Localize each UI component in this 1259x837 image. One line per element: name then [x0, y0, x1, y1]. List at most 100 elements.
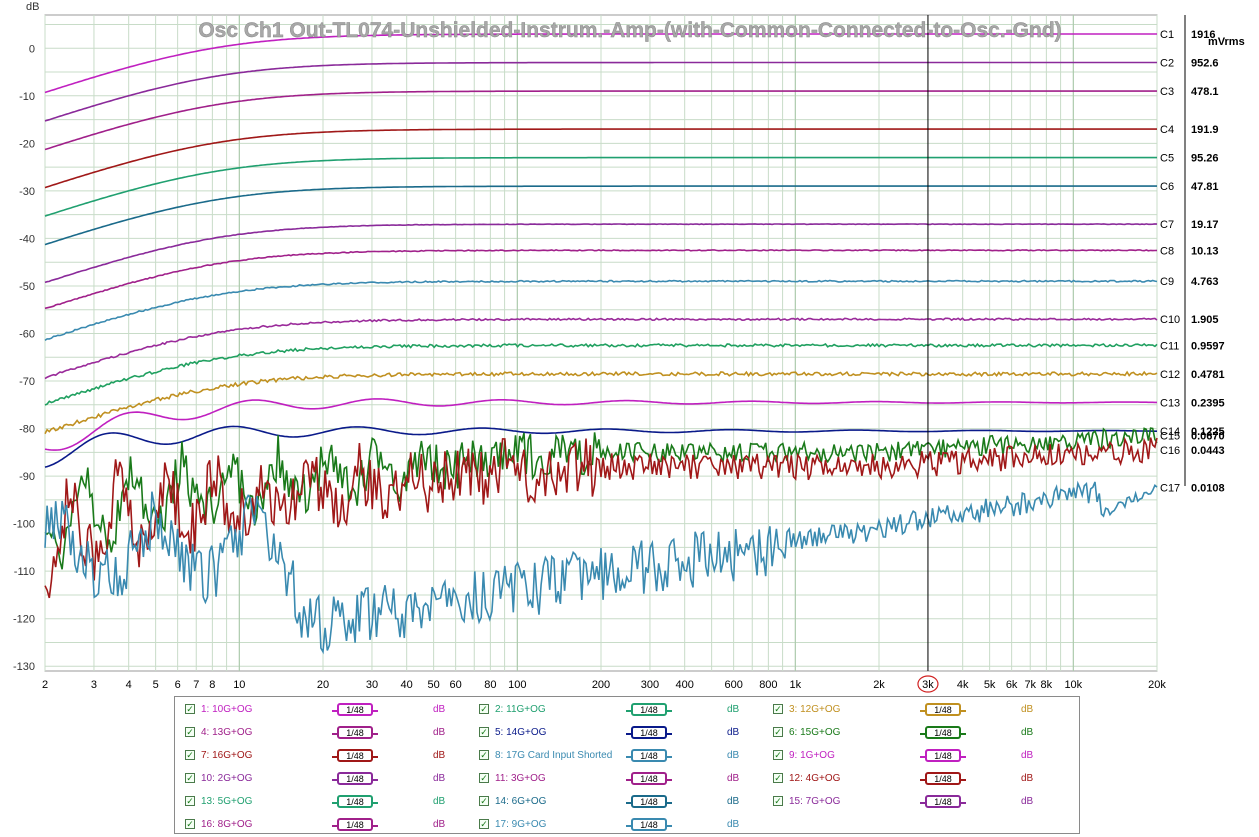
legend-label: 1: 10G+OG	[201, 704, 253, 715]
legend-item: ✓ 5: 14G+OG 1/48 dB	[479, 724, 769, 742]
channel-value: 0.0108	[1191, 482, 1225, 494]
legend-item: ✓ 13: 5G+OG 1/48 dB	[185, 793, 475, 811]
frequency-cursor[interactable]	[917, 15, 939, 693]
y-tick-label: 0	[29, 43, 35, 55]
legend-item: ✓ 8: 17G Card Input Shorted 1/48 dB	[479, 747, 769, 765]
series-line-c1	[44, 33, 1157, 94]
x-tick-label: 100	[508, 679, 526, 691]
grid	[44, 14, 1158, 672]
x-tick-label: 2	[42, 679, 48, 691]
legend-visibility-checkbox[interactable]: ✓	[479, 750, 489, 760]
channel-value: 1.905	[1191, 314, 1219, 326]
legend-smoothing-button[interactable]: 1/48	[920, 749, 966, 762]
legend-visibility-checkbox[interactable]: ✓	[773, 727, 783, 737]
x-tick-label: 6	[175, 679, 181, 691]
legend-visibility-checkbox[interactable]: ✓	[773, 773, 783, 783]
legend-label: 8: 17G Card Input Shorted	[495, 750, 613, 761]
x-tick-label: 600	[724, 679, 742, 691]
legend-visibility-checkbox[interactable]: ✓	[185, 796, 195, 806]
channel-value: 1916	[1191, 29, 1215, 41]
legend-smoothing-button[interactable]: 1/48	[626, 749, 672, 762]
value-unit-label: mVrms	[1208, 36, 1245, 48]
y-tick-label: -120	[13, 614, 35, 626]
channel-label: C13	[1160, 397, 1180, 409]
legend-visibility-checkbox[interactable]: ✓	[185, 773, 195, 783]
legend-smoothing-button[interactable]: 1/48	[626, 772, 672, 785]
legend-visibility-checkbox[interactable]: ✓	[185, 727, 195, 737]
legend-unit: dB	[433, 796, 446, 807]
channel-value: 47.81	[1191, 181, 1219, 193]
legend-item: ✓ 1: 10G+OG 1/48 dB	[185, 701, 475, 719]
channel-value: 0.2395	[1191, 397, 1225, 409]
legend-visibility-checkbox[interactable]: ✓	[185, 750, 195, 760]
x-tick-label: 6k	[1006, 679, 1018, 691]
legend-unit: dB	[727, 796, 740, 807]
legend-visibility-checkbox[interactable]: ✓	[185, 819, 195, 829]
legend-visibility-checkbox[interactable]: ✓	[479, 773, 489, 783]
legend-label: 14: 6G+OG	[495, 796, 547, 807]
legend-visibility-checkbox[interactable]: ✓	[479, 819, 489, 829]
legend-smoothing-button[interactable]: 1/48	[626, 795, 672, 808]
legend-visibility-checkbox[interactable]: ✓	[773, 704, 783, 714]
x-tick-label: 8k	[1041, 679, 1053, 691]
x-tick-label: 40	[401, 679, 413, 691]
channel-value: 0.9597	[1191, 340, 1225, 352]
legend-smoothing-button[interactable]: 1/48	[920, 795, 966, 808]
legend-smoothing-button[interactable]: 1/48	[332, 726, 378, 739]
x-tick-label: 30	[366, 679, 378, 691]
y-tick-label: -90	[19, 471, 35, 483]
legend-unit: dB	[433, 704, 446, 715]
x-tick-label: 80	[484, 679, 496, 691]
legend-smoothing-button[interactable]: 1/48	[626, 818, 672, 831]
legend-unit: dB	[1021, 796, 1034, 807]
legend-smoothing-button[interactable]: 1/48	[332, 749, 378, 762]
series-line-c12	[44, 370, 1158, 435]
channel-label: C14	[1160, 426, 1180, 438]
x-tick-label: 8	[209, 679, 215, 691]
x-tick-label: 4k	[957, 679, 969, 691]
legend-visibility-checkbox[interactable]: ✓	[773, 796, 783, 806]
y-tick-label: -20	[19, 138, 35, 150]
legend-label: 4: 13G+OG	[201, 727, 253, 738]
series-line-c4	[44, 128, 1157, 189]
legend-visibility-checkbox[interactable]: ✓	[773, 750, 783, 760]
series-line-c7	[44, 223, 1158, 284]
legend-unit: dB	[727, 819, 740, 830]
series-line-c17	[44, 480, 1158, 655]
legend-item: ✓ 2: 11G+OG 1/48 dB	[479, 701, 769, 719]
series-line-c9	[44, 279, 1158, 342]
legend-visibility-checkbox[interactable]: ✓	[479, 727, 489, 737]
x-tick-label: 5k	[984, 679, 996, 691]
legend-smoothing-button[interactable]: 1/48	[920, 772, 966, 785]
legend-item: ✓ 11: 3G+OG 1/48 dB	[479, 770, 769, 788]
x-tick-label: 5	[153, 679, 159, 691]
legend-panel: ✓ 1: 10G+OG 1/48 dB ✓ 2: 11G+OG 1/48 dB ✓ 3: 12G+…	[174, 696, 1080, 834]
y-tick-label: -100	[13, 519, 35, 531]
legend-smoothing-button[interactable]: 1/48	[920, 726, 966, 739]
legend-smoothing-button[interactable]: 1/48	[920, 703, 966, 716]
legend-smoothing-button[interactable]: 1/48	[332, 703, 378, 716]
x-tick-label: 10	[233, 679, 245, 691]
legend-item: ✓ 15: 7G+OG 1/48 dB	[773, 793, 1063, 811]
legend-unit: dB	[1021, 773, 1034, 784]
legend-smoothing-button[interactable]: 1/48	[332, 795, 378, 808]
y-tick-label: -130	[13, 661, 35, 673]
legend-visibility-checkbox[interactable]: ✓	[185, 704, 195, 714]
legend-smoothing-button[interactable]: 1/48	[332, 818, 378, 831]
legend-smoothing-button[interactable]: 1/48	[626, 726, 672, 739]
x-tick-label: 200	[592, 679, 610, 691]
x-tick-label: 10k	[1064, 679, 1082, 691]
legend-smoothing-button[interactable]: 1/48	[626, 703, 672, 716]
y-tick-label: -50	[19, 281, 35, 293]
legend-item: ✓ 3: 12G+OG 1/48 dB	[773, 701, 1063, 719]
legend-unit: dB	[433, 727, 446, 738]
legend-visibility-checkbox[interactable]: ✓	[479, 704, 489, 714]
x-tick-label: 60	[450, 679, 462, 691]
channel-label: C16	[1160, 445, 1180, 457]
series-line-c8	[44, 248, 1158, 310]
legend-label: 2: 11G+OG	[495, 704, 546, 715]
x-tick-label: 7	[193, 679, 199, 691]
legend-visibility-checkbox[interactable]: ✓	[479, 796, 489, 806]
legend-smoothing-button[interactable]: 1/48	[332, 772, 378, 785]
series-line-c2	[44, 61, 1157, 122]
